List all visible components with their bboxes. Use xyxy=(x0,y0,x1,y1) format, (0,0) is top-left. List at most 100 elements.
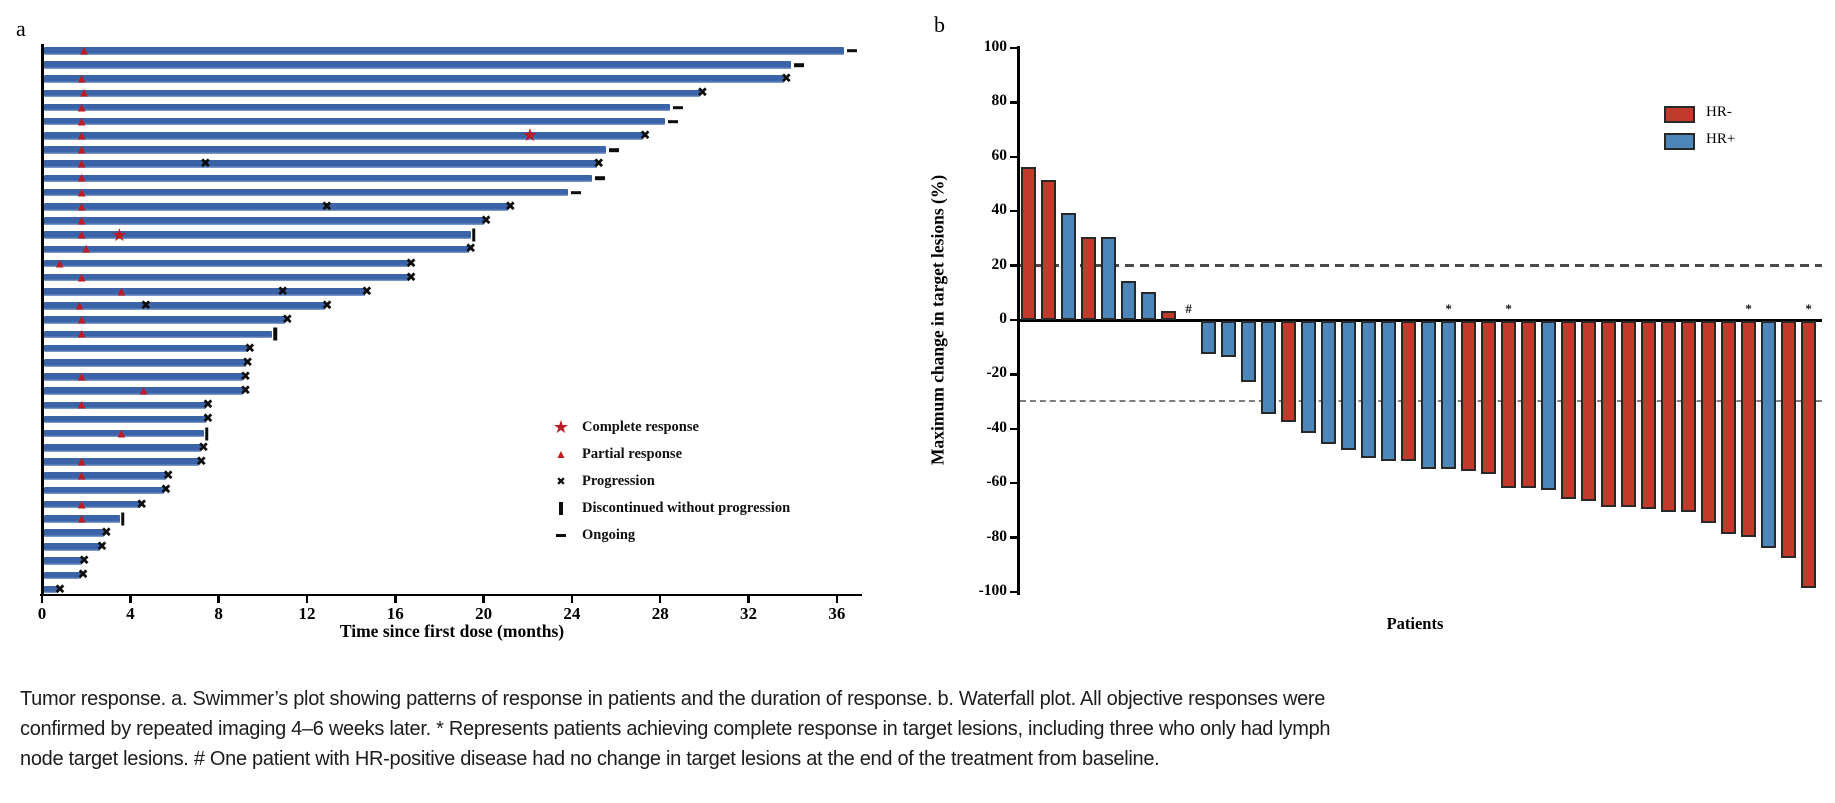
waterfall-bar-hr-pos xyxy=(1201,320,1217,355)
panel-b-y-tick-label: -40 xyxy=(986,418,1007,436)
swimmer-bar xyxy=(43,415,206,424)
panel-a-x-tick-label: 16 xyxy=(386,604,404,623)
swimmer-bar xyxy=(43,543,100,551)
progression-x-icon: ✖ xyxy=(321,298,333,314)
swimmer-bar xyxy=(43,529,105,537)
hr-pos-label: HR+ xyxy=(1706,131,1736,147)
legend-label: Complete response xyxy=(582,419,699,435)
hr-neg-label: HR- xyxy=(1706,104,1732,120)
panel-a-x-tick xyxy=(835,596,839,603)
panel-a-x-tick xyxy=(394,596,397,603)
progression-x-icon: ✖ xyxy=(639,128,651,144)
legend-row-complete-response: ★ Complete response xyxy=(546,414,699,441)
swimmer-bar xyxy=(43,429,204,438)
progression-x-icon: ✖ xyxy=(239,369,251,385)
waterfall-bar-hr-pos xyxy=(1441,320,1457,469)
swimmer-bar xyxy=(43,514,120,523)
panel-a-x-axis-title: Time since first dose (months) xyxy=(339,621,565,641)
waterfall-bar-hr-pos xyxy=(1241,320,1257,382)
waterfall-bar-hr-neg xyxy=(1461,320,1477,472)
waterfall-bar-hr-pos xyxy=(1141,291,1157,320)
progression-x-icon: ✖ xyxy=(202,411,214,427)
swimmer-bar xyxy=(43,585,58,594)
progression-x-icon: ✖ xyxy=(96,539,108,555)
ongoing-dash-icon xyxy=(595,176,606,181)
panel-b-y-tick xyxy=(1009,427,1018,431)
partial-response-triangle-icon: ▲ xyxy=(75,510,89,526)
partial-response-triangle-icon: ▲ xyxy=(137,382,150,398)
partial-response-triangle-icon: ▲ xyxy=(75,212,89,228)
waterfall-bar-hr-neg xyxy=(1661,320,1677,513)
panel-a-x-tick-label: 32 xyxy=(740,604,758,623)
waterfall-bar-hr-pos xyxy=(1261,320,1277,415)
panel-a-x-tick xyxy=(217,596,220,603)
progression-x-icon: ✖ xyxy=(281,312,293,328)
panel-a-x-axis xyxy=(40,593,862,596)
panel-b-x-axis-title: Patients xyxy=(1386,614,1444,633)
legend-row-partial-response: ▲ Partial response xyxy=(546,441,682,468)
panel-b-y-tick xyxy=(1009,209,1018,213)
discontinued-bar-icon xyxy=(204,427,209,441)
panel-a-x-tick xyxy=(747,596,750,603)
progression-x-icon: ✖ xyxy=(136,497,148,513)
swimmer-bar xyxy=(43,89,701,98)
progression-x-icon: ✖ xyxy=(321,199,333,215)
panel-a-x-tick-label: 28 xyxy=(651,604,669,623)
progression-x-icon: ✖ xyxy=(198,440,209,456)
partial-response-triangle-icon: ▲ xyxy=(75,496,89,512)
waterfall-bar-hr-neg xyxy=(1041,180,1057,320)
progression-x-icon: ✖ xyxy=(405,270,417,286)
ongoing-dash-icon xyxy=(847,49,857,53)
swimmer-bar xyxy=(43,146,606,154)
swimmer-bar xyxy=(43,132,644,140)
panel-a-legend: ★ Complete response ▲ Partial response ✖… xyxy=(546,414,806,554)
legend-label: Discontinued without progression xyxy=(582,500,791,516)
waterfall-bar-hr-pos xyxy=(1061,212,1077,320)
panel-a-x-tick xyxy=(305,596,309,603)
swimmer-bar xyxy=(43,61,791,69)
waterfall-bar-hr-neg xyxy=(1781,320,1797,559)
panel-a-x-tick xyxy=(482,596,485,603)
discontinued-bar-icon xyxy=(472,228,476,242)
waterfall-bar-hr-neg xyxy=(1641,320,1657,510)
swimmer-bar xyxy=(43,330,273,339)
swimmer-bar xyxy=(43,117,666,126)
partial-response-triangle-icon: ▲ xyxy=(75,325,89,341)
swimmer-bar xyxy=(43,557,83,566)
vertical-bar-icon xyxy=(546,502,576,515)
swimmer-bar xyxy=(43,344,248,353)
swimmer-bar xyxy=(43,500,140,509)
swimmer-bar xyxy=(43,373,244,381)
progression-x-icon: ✖ xyxy=(78,553,90,569)
swimmer-bar xyxy=(43,444,202,452)
discontinued-bar-icon xyxy=(121,512,125,526)
panel-a-label: a xyxy=(16,16,26,41)
partial-response-triangle-icon: ▲ xyxy=(75,127,89,143)
panel-a-x-tick-label: 20 xyxy=(475,604,493,623)
swimmer-bar xyxy=(43,174,593,183)
waterfall-bar-hr-pos xyxy=(1321,320,1337,445)
partial-response-triangle-icon: ▲ xyxy=(75,113,89,129)
panel-b-label: b xyxy=(934,12,945,37)
partial-response-triangle-icon: ▲ xyxy=(75,396,89,412)
panel-b-y-tick-label: 100 xyxy=(983,38,1007,55)
panel-b-y-tick-label: 0 xyxy=(999,310,1007,327)
hr-neg-swatch-icon xyxy=(1664,106,1695,123)
caption-line-3: node target lesions. # One patient with … xyxy=(20,748,1160,770)
partial-response-triangle-icon: ▲ xyxy=(115,283,128,299)
panel-a-x-tick-label: 12 xyxy=(298,604,316,623)
waterfall-bar-hr-pos xyxy=(1541,320,1557,491)
progression-x-icon: ✖ xyxy=(195,454,207,470)
progression-x-icon: ✖ xyxy=(54,582,66,598)
swimmer-bar xyxy=(43,75,785,83)
partial-response-triangle-icon: ▲ xyxy=(75,368,89,384)
ongoing-dash-icon xyxy=(794,63,804,67)
complete-response-star-icon: ★ xyxy=(521,125,539,146)
partial-response-triangle-icon: ▲ xyxy=(115,425,128,441)
dash-icon xyxy=(546,533,576,538)
waterfall-bar-hr-pos xyxy=(1101,237,1117,320)
x-mark-icon: ✖ xyxy=(556,475,566,488)
complete-response-asterisk-flag: * xyxy=(1505,301,1512,316)
swimmer-bar xyxy=(43,486,164,495)
